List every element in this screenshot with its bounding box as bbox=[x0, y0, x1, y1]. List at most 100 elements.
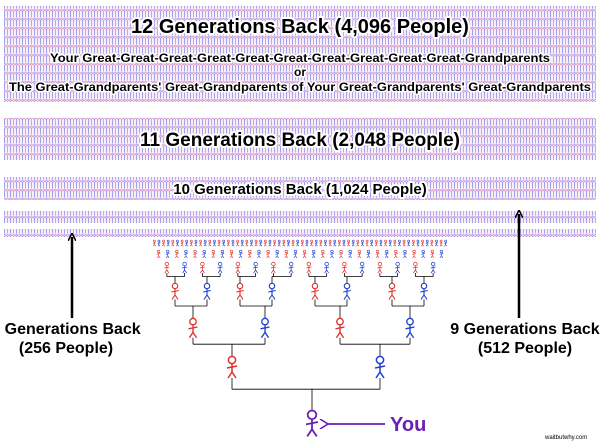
person bbox=[311, 282, 319, 300]
band-8 bbox=[4, 229, 596, 237]
person bbox=[226, 239, 230, 247]
person bbox=[430, 239, 434, 247]
person bbox=[430, 249, 435, 259]
person bbox=[171, 239, 175, 247]
person bbox=[412, 249, 416, 259]
person bbox=[249, 239, 253, 247]
person bbox=[351, 239, 355, 247]
person bbox=[211, 249, 216, 259]
person bbox=[275, 249, 280, 259]
person bbox=[240, 239, 244, 247]
person bbox=[203, 239, 207, 247]
person bbox=[425, 239, 429, 247]
left-label: (256 People) bbox=[19, 340, 113, 357]
person bbox=[348, 249, 353, 259]
person bbox=[365, 239, 369, 247]
person bbox=[306, 261, 312, 274]
person bbox=[235, 261, 241, 274]
person bbox=[402, 239, 406, 247]
person bbox=[270, 261, 276, 274]
person bbox=[245, 239, 249, 247]
band-11 bbox=[4, 118, 596, 160]
person bbox=[193, 249, 197, 259]
person bbox=[323, 239, 327, 247]
person bbox=[208, 239, 212, 247]
band-12-subtitle: Your Great-Great-Great-Great-Great-Great… bbox=[50, 51, 550, 65]
person bbox=[238, 249, 243, 259]
right-label: (512 People) bbox=[478, 340, 572, 357]
person bbox=[266, 249, 270, 259]
person bbox=[310, 239, 314, 247]
person bbox=[405, 317, 415, 339]
person bbox=[393, 249, 398, 259]
person bbox=[370, 239, 374, 247]
person bbox=[268, 239, 272, 247]
person bbox=[165, 249, 170, 259]
person bbox=[397, 239, 401, 247]
person bbox=[212, 239, 216, 247]
band-10 bbox=[4, 177, 596, 200]
person bbox=[184, 249, 188, 259]
person bbox=[359, 261, 365, 274]
band-9 bbox=[4, 211, 596, 223]
person bbox=[347, 239, 351, 247]
band-11-title: 11 Generations Back (2,048 People) bbox=[140, 130, 460, 151]
band-12-subtitle: The Great-Grandparents' Great-Grandparen… bbox=[9, 80, 591, 94]
person bbox=[188, 317, 198, 339]
person bbox=[342, 239, 346, 247]
person bbox=[231, 239, 235, 247]
person bbox=[162, 239, 166, 247]
person bbox=[296, 239, 300, 247]
person bbox=[182, 261, 188, 274]
person bbox=[277, 239, 281, 247]
person bbox=[311, 249, 316, 259]
person bbox=[384, 249, 389, 259]
person bbox=[259, 239, 263, 247]
person bbox=[302, 249, 307, 259]
person bbox=[374, 239, 378, 247]
person bbox=[377, 261, 383, 274]
person bbox=[282, 239, 286, 247]
person bbox=[366, 249, 371, 259]
person bbox=[300, 239, 304, 247]
person bbox=[343, 282, 351, 300]
person bbox=[416, 239, 420, 247]
person bbox=[439, 239, 443, 247]
person bbox=[263, 239, 267, 247]
person bbox=[222, 239, 226, 247]
person bbox=[314, 239, 318, 247]
person bbox=[229, 249, 234, 259]
person bbox=[420, 282, 428, 300]
person bbox=[268, 282, 276, 300]
person bbox=[375, 249, 380, 259]
person bbox=[320, 249, 325, 259]
person bbox=[157, 239, 161, 247]
person bbox=[288, 261, 294, 274]
person bbox=[203, 282, 211, 300]
person bbox=[328, 239, 332, 247]
person bbox=[273, 239, 277, 247]
credit: waitbutwhy.com bbox=[544, 435, 587, 441]
you-label: You bbox=[390, 414, 426, 436]
person bbox=[330, 249, 334, 259]
person bbox=[444, 239, 448, 247]
person bbox=[407, 239, 411, 247]
person bbox=[152, 239, 156, 247]
person bbox=[305, 239, 309, 247]
person bbox=[388, 239, 392, 247]
person bbox=[236, 239, 240, 247]
person bbox=[164, 261, 170, 274]
person bbox=[434, 239, 438, 247]
person bbox=[395, 261, 401, 274]
person bbox=[374, 355, 386, 379]
person bbox=[217, 261, 223, 274]
band-12-title: 12 Generations Back (4,096 People) bbox=[131, 16, 469, 38]
person bbox=[421, 249, 426, 259]
person bbox=[247, 249, 252, 259]
person bbox=[388, 282, 396, 300]
person bbox=[305, 409, 319, 437]
person bbox=[393, 239, 397, 247]
person bbox=[384, 239, 388, 247]
person bbox=[202, 249, 207, 259]
